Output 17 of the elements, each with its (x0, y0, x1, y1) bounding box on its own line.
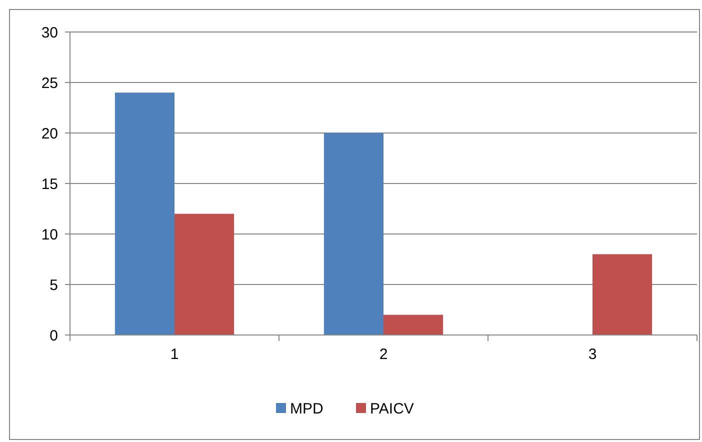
bar (114, 92, 174, 335)
bar (384, 314, 444, 335)
y-tick-label: 20 (41, 125, 58, 142)
y-tick-label: 15 (41, 176, 58, 193)
legend-label: PAICV (370, 400, 414, 418)
y-tick-label: 10 (41, 226, 58, 244)
x-tick-label: 1 (170, 346, 179, 363)
x-tick-label: 2 (379, 346, 388, 363)
legend-label: MPD (290, 400, 324, 418)
bar (174, 214, 234, 335)
y-tick-label: 5 (50, 276, 58, 294)
y-tick-label: 30 (41, 24, 58, 42)
y-tick-label: 25 (41, 74, 58, 92)
x-tick-label: 3 (588, 346, 597, 363)
bar (324, 133, 384, 335)
bar (592, 254, 652, 335)
y-tick-label: 0 (50, 327, 58, 344)
